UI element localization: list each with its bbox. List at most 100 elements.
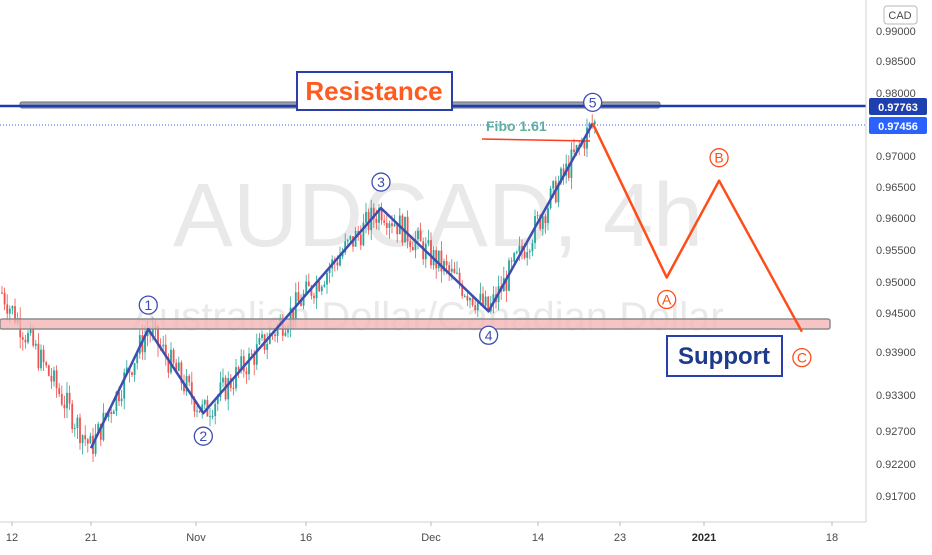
candle-body — [162, 344, 165, 347]
candle-body — [211, 415, 214, 417]
candle-body — [380, 207, 383, 221]
candle-body — [276, 325, 279, 336]
candle-body — [151, 327, 154, 335]
candle-body — [471, 298, 474, 306]
candle-body — [245, 371, 248, 375]
candle-body — [219, 382, 222, 397]
candle-body — [50, 375, 53, 382]
candle-body — [21, 337, 24, 340]
candle-body — [359, 234, 362, 246]
candle-body — [536, 215, 539, 217]
candle-body — [544, 216, 547, 223]
support-label-box — [666, 335, 783, 377]
candle-body — [567, 163, 570, 178]
candle-body — [63, 404, 66, 409]
candle-body — [289, 307, 292, 328]
candle-body — [414, 239, 417, 251]
candle-body — [557, 182, 560, 203]
candle-body — [76, 417, 79, 429]
candle-body — [58, 388, 61, 394]
candle-body — [339, 256, 341, 266]
candle-body — [505, 277, 508, 291]
candle-body — [190, 382, 193, 398]
y-tick-label: 0.92700 — [876, 426, 916, 438]
candle-body — [118, 391, 120, 402]
candle-body — [37, 343, 40, 369]
y-tick-label: 0.93900 — [876, 347, 916, 359]
candle-body — [235, 367, 237, 389]
candle-body — [510, 260, 513, 262]
candle-body — [300, 301, 302, 306]
current-price-badge-box — [869, 117, 927, 134]
candle-body — [346, 239, 349, 242]
candle-body — [214, 403, 217, 416]
watermark-name: Australian Dollar/Canadian Dollar — [132, 295, 723, 339]
candle-body — [115, 391, 118, 412]
candle-body — [461, 284, 464, 297]
candle-body — [133, 363, 136, 375]
candle-body — [440, 250, 443, 272]
candle-body — [417, 230, 419, 240]
candle-body — [123, 372, 126, 399]
impulse-wave-line[interactable] — [89, 122, 594, 449]
candle-body — [232, 387, 235, 389]
correction-wave-line[interactable] — [591, 122, 803, 333]
candle-body — [476, 300, 479, 311]
wave-marker-circle — [583, 92, 603, 113]
x-tick-label: Nov — [186, 532, 206, 544]
candle-body — [203, 400, 206, 405]
watermark-symbol: AUDCAD, 4h — [173, 166, 703, 266]
candle-body — [482, 293, 484, 306]
candle-body — [531, 243, 534, 252]
candle-body — [539, 215, 542, 229]
candle-body — [487, 296, 490, 312]
candle-body — [284, 332, 287, 336]
y-tick-label: 0.98000 — [876, 88, 916, 100]
candle-body — [107, 411, 110, 418]
candle-body — [396, 224, 399, 235]
candle-body — [167, 357, 170, 373]
candle-body — [469, 298, 471, 301]
candle-body — [552, 181, 555, 189]
x-tick-label: Dec — [421, 532, 441, 544]
currency-badge-box — [883, 5, 918, 25]
candle-body — [586, 127, 588, 149]
wave-marker-circle — [371, 172, 391, 192]
candle-body — [40, 349, 42, 369]
candle-body — [388, 223, 391, 228]
candle-body — [443, 261, 445, 272]
candle-body — [110, 411, 113, 414]
wave-labels: 1 2 3 4 5 A B C — [138, 92, 812, 446]
candle-body — [474, 305, 477, 311]
candle-body — [60, 393, 63, 405]
candle-body — [11, 306, 14, 309]
candle-body — [42, 349, 45, 363]
candle-body — [112, 411, 115, 414]
candle-body — [131, 372, 133, 375]
wave-marker-circle — [709, 148, 729, 168]
candle-body — [547, 208, 549, 223]
candle-body — [588, 123, 591, 128]
fibo-line[interactable] — [481, 138, 591, 142]
x-tick-label: 23 — [614, 532, 626, 544]
candle-body — [448, 265, 451, 272]
candle-body — [227, 378, 230, 400]
candle-body — [437, 250, 440, 269]
current-price-badge: 0.97456 — [878, 121, 918, 133]
candle-body — [136, 353, 139, 364]
candle-body — [1, 292, 3, 294]
wave-marker-label: B — [714, 150, 723, 166]
candle-body — [450, 268, 453, 272]
candle-body — [445, 261, 448, 266]
resistance-price-badge-box — [869, 98, 927, 115]
candle-body — [513, 253, 516, 262]
candle-body — [292, 307, 295, 319]
support-zone[interactable] — [0, 318, 831, 330]
candle-body — [274, 334, 276, 336]
y-tick-label: 0.91700 — [876, 491, 916, 503]
candle-body — [99, 423, 102, 440]
candle-body — [170, 349, 172, 373]
candle-body — [102, 412, 105, 440]
